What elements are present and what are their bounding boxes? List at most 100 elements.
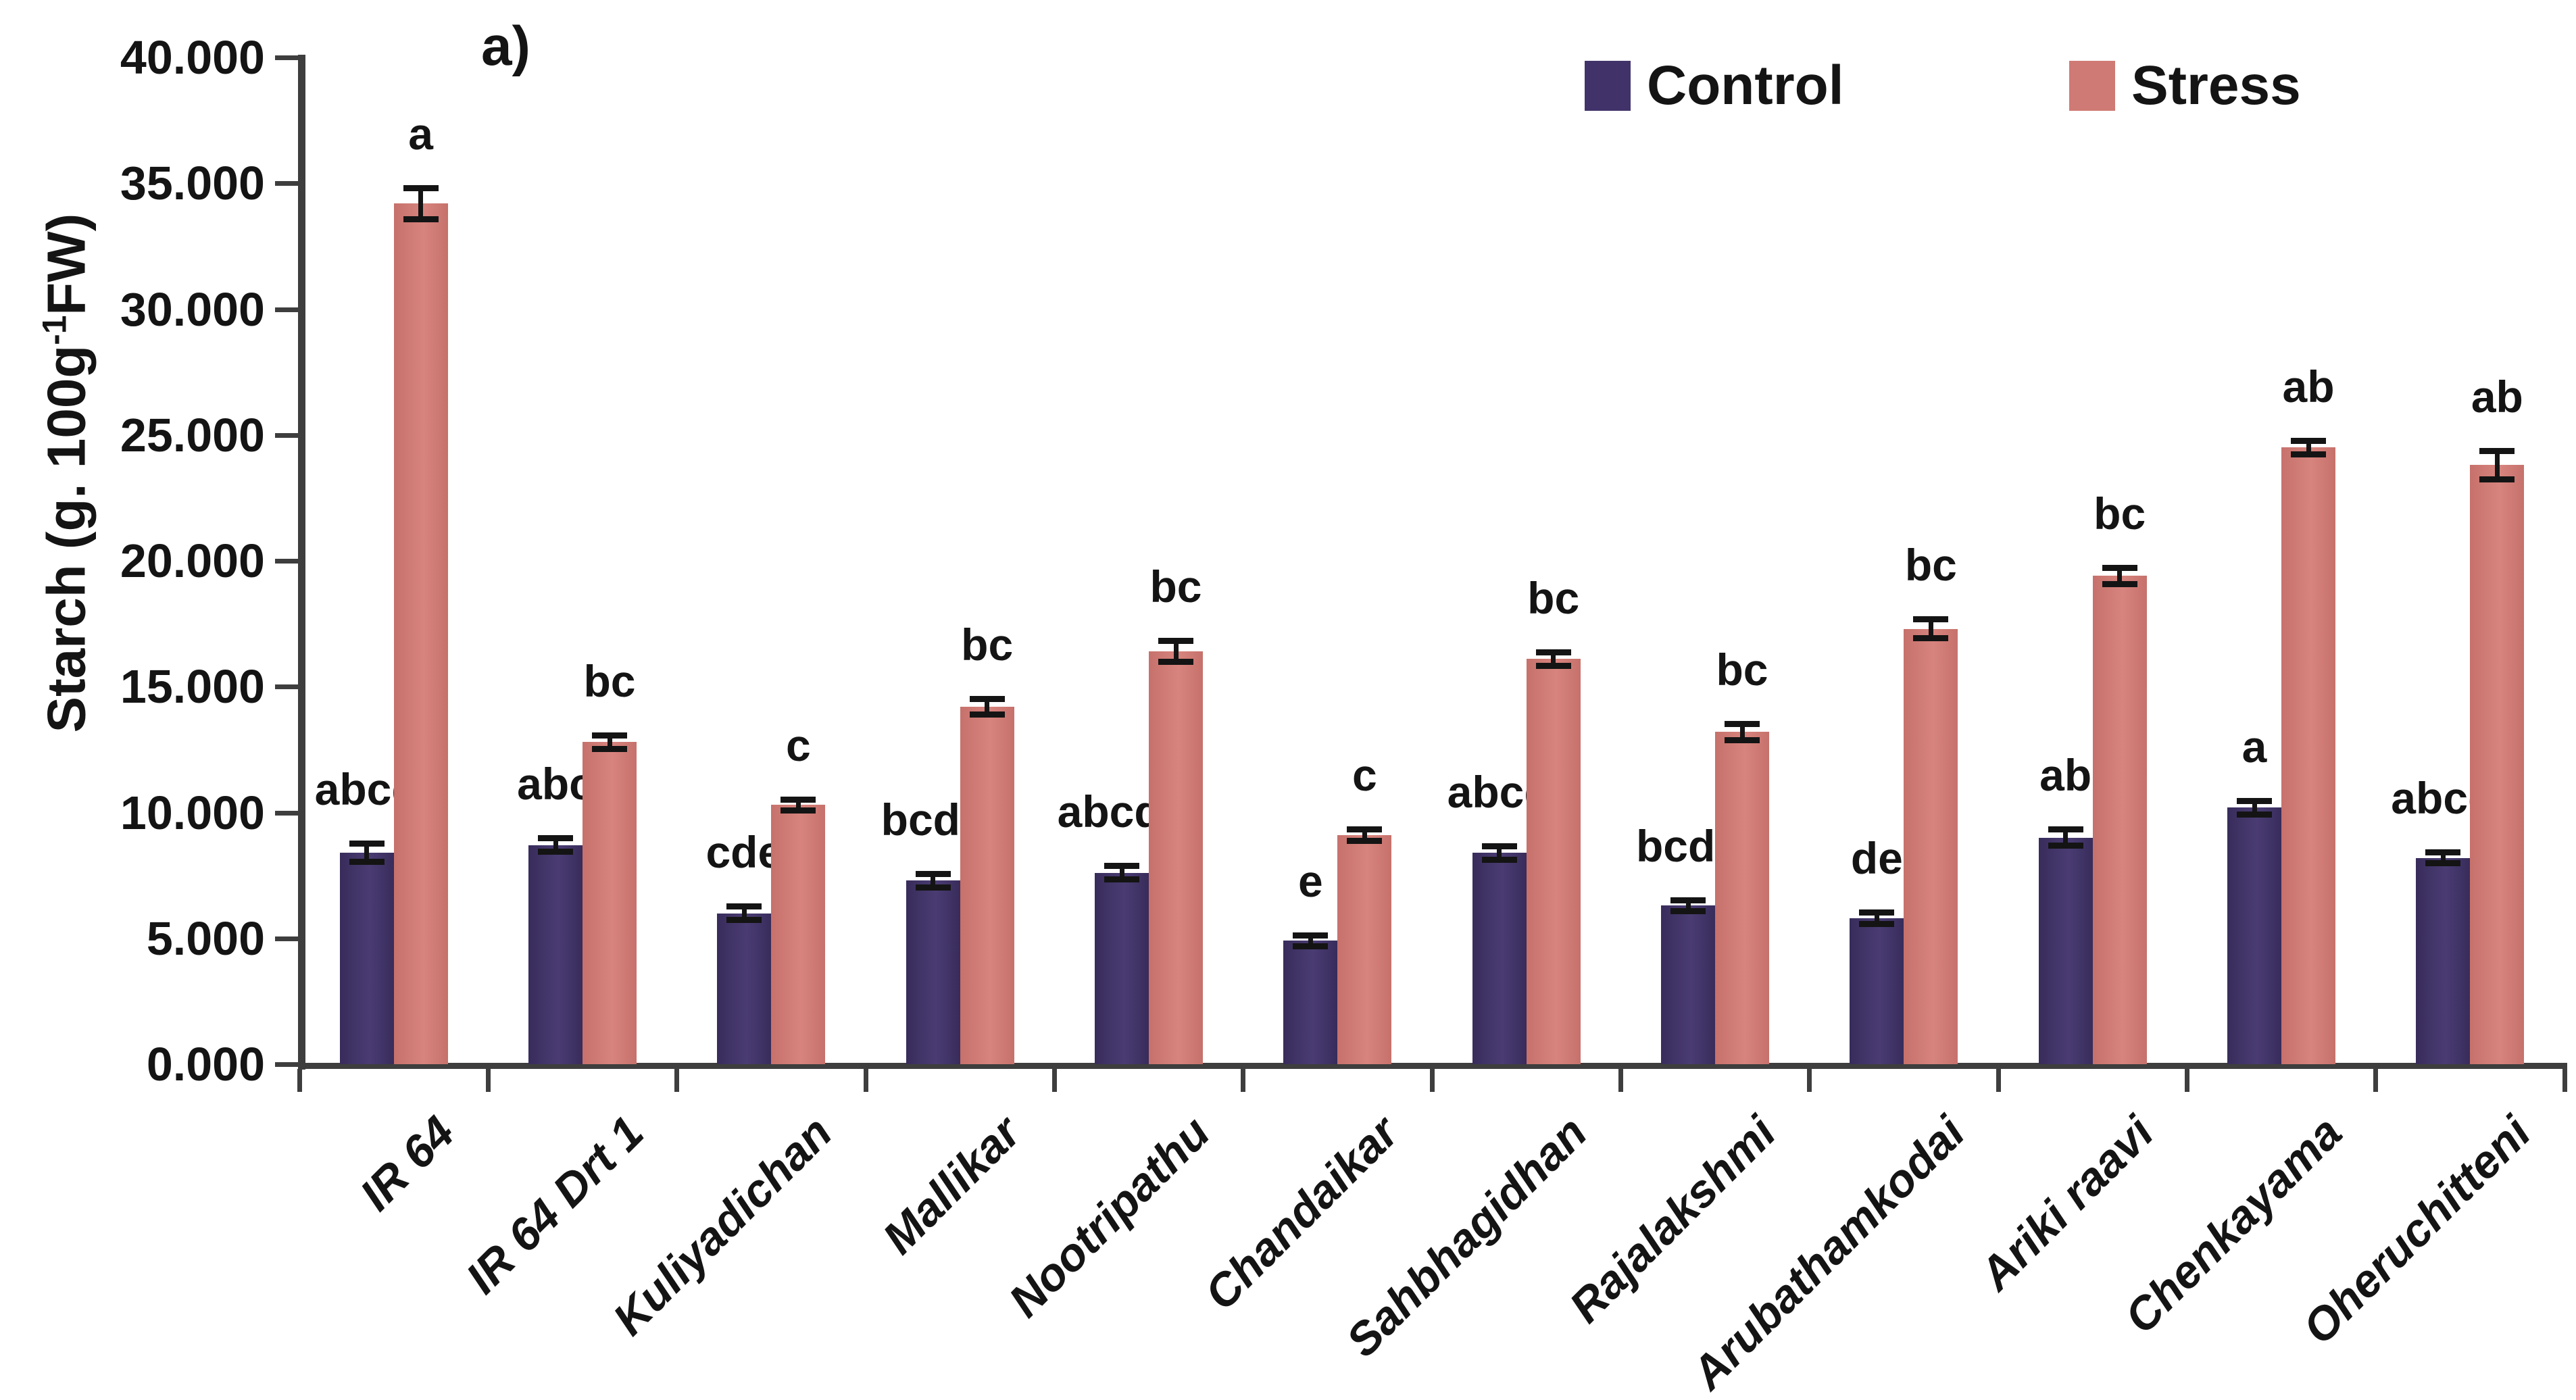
error-bar-stem (1928, 621, 1933, 636)
error-bar-cap-bottom (969, 711, 1005, 718)
significance-letter: bc (1527, 572, 1580, 623)
bar-control (1472, 853, 1527, 1064)
significance-letter: de (1850, 833, 1903, 884)
error-bar-stem (1685, 901, 1691, 909)
error-bar-cap-top (969, 695, 1005, 702)
error-bar-cap-bottom (1293, 943, 1329, 950)
panel-label: a) (481, 16, 530, 77)
y-tick-label: 0.000 (146, 1038, 265, 1091)
x-category-label: Chandaikar (1195, 1106, 1408, 1320)
error-bar-cap-top (2291, 437, 2326, 444)
error-bar-cap-bottom (1104, 876, 1139, 883)
error-bar-cap-bottom (1347, 837, 1383, 844)
error-bar-stem (795, 801, 801, 809)
y-tick-label: 15.000 (120, 660, 265, 714)
error-bar-stem (1497, 847, 1502, 858)
significance-letter: ab (2039, 750, 2092, 801)
error-bar-stem (1173, 643, 1179, 661)
x-category-label: Nootripathu (999, 1106, 1220, 1327)
error-bar-stem (1119, 868, 1124, 878)
error-bar-cap-top (592, 732, 627, 739)
bar-stress (1715, 732, 1769, 1064)
x-tick-mark (1429, 1069, 1435, 1092)
significance-letter: cde (705, 827, 783, 878)
significance-letter: e (1297, 855, 1323, 906)
bar-stress (1904, 628, 1958, 1064)
error-bar-cap-top (2048, 826, 2083, 833)
error-bar-cap-bottom (2425, 860, 2461, 867)
x-tick-mark (674, 1069, 680, 1092)
x-category-label: IR 64 (350, 1106, 465, 1221)
bar-control (1661, 905, 1715, 1064)
legend-swatch-control (1585, 61, 1631, 111)
significance-letter: ab (2471, 371, 2523, 422)
error-bar-cap-bottom (1859, 920, 1895, 927)
x-tick-mark (297, 1069, 302, 1092)
y-tick-mark (275, 432, 298, 438)
y-axis-line (298, 55, 305, 1070)
legend-item-control: Control (1585, 58, 1843, 114)
y-tick-mark (275, 307, 298, 312)
bar-control (717, 913, 772, 1064)
error-bar-cap-top (1104, 863, 1139, 870)
error-bar-cap-top (1481, 843, 1517, 849)
y-tick-mark (275, 936, 298, 941)
error-bar-cap-bottom (1670, 907, 1706, 914)
error-bar-stem (985, 700, 990, 714)
error-bar-cap-bottom (2291, 451, 2326, 457)
x-tick-mark (1051, 1069, 1057, 1092)
bar-stress (1526, 659, 1581, 1064)
bar-control (339, 853, 394, 1064)
significance-letter: bc (1716, 644, 1768, 695)
error-bar-cap-bottom (781, 807, 816, 814)
y-tick-label: 25.000 (120, 408, 265, 461)
error-bar-stem (2306, 442, 2311, 453)
bar-control (2416, 857, 2471, 1064)
error-bar-cap-bottom (1158, 659, 1193, 666)
error-bar-cap-top (1725, 720, 1760, 727)
significance-letter: bc (583, 655, 636, 706)
bar-stress (960, 707, 1014, 1064)
legend-label: Stress (2131, 55, 2301, 116)
x-tick-mark (2373, 1069, 2379, 1092)
legend-label: Control (1647, 55, 1844, 116)
error-bar-stem (2063, 831, 2069, 845)
error-bar-cap-top (915, 870, 951, 877)
error-bar-stem (607, 736, 612, 747)
bar-control (2038, 837, 2093, 1064)
error-bar-stem (2252, 802, 2257, 813)
y-tick-label: 30.000 (120, 282, 265, 336)
bar-control (1283, 941, 1338, 1064)
error-bar-cap-bottom (403, 216, 439, 222)
bar-stress (771, 805, 826, 1064)
error-bar-cap-top (538, 835, 573, 842)
error-bar-cap-top (2425, 849, 2461, 855)
error-bar-stem (1874, 914, 1879, 922)
bar-stress (2281, 447, 2335, 1064)
significance-letter: a (408, 108, 434, 159)
x-axis-line (298, 1063, 2567, 1069)
significance-letter: c (1352, 750, 1377, 801)
bar-stress (1337, 835, 1392, 1064)
significance-letter: bc (961, 619, 1014, 670)
error-bar-cap-top (349, 840, 385, 847)
error-bar-stem (2117, 570, 2123, 582)
significance-letter: c (785, 720, 811, 770)
error-bar-stem (2494, 452, 2500, 478)
error-bar-cap-top (403, 184, 439, 191)
bar-control (528, 845, 583, 1064)
error-bar-cap-bottom (2479, 476, 2515, 483)
error-bar-cap-bottom (1913, 634, 1949, 641)
y-tick-label: 35.000 (120, 157, 265, 210)
bar-control (1095, 872, 1149, 1064)
legend-swatch-stress (2069, 61, 2115, 111)
x-tick-mark (863, 1069, 868, 1092)
error-bar-cap-bottom (2048, 843, 2083, 849)
error-bar-cap-top (1535, 649, 1571, 655)
error-bar-cap-top (2237, 797, 2272, 804)
error-bar-stem (1739, 725, 1745, 739)
error-bar-cap-top (2102, 565, 2137, 572)
x-tick-mark (1807, 1069, 1812, 1092)
y-tick-label: 40.000 (120, 31, 265, 84)
error-bar-stem (364, 845, 370, 861)
